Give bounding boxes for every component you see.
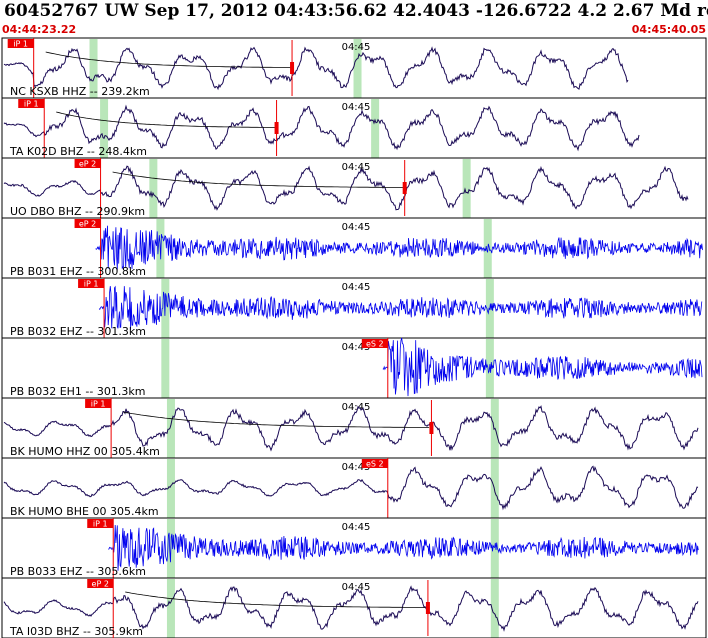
pick-label: iP 1 <box>84 280 99 289</box>
pick-flag <box>361 459 388 468</box>
window-end-time: 04:45:40.05 <box>632 23 706 36</box>
window-band <box>166 579 175 638</box>
station-label: TA I03D BHZ -- 305.9km <box>9 625 143 638</box>
pick-label: iP 1 <box>93 520 108 529</box>
station-label: BK HUMO HHZ 00 305.4km <box>10 445 160 458</box>
trace-panel: 04:45 iP 1 TA K02D BHZ -- 248.4km <box>1 97 707 159</box>
pick-flag <box>85 399 112 408</box>
trace-panel: 04:45 iP 1 PB B032 EHZ -- 301.3km <box>1 277 707 339</box>
trace-panel: 04:45 eP 2 TA I03D BHZ -- 305.9km <box>1 577 707 638</box>
waveform <box>108 524 699 571</box>
station-label: PB B032 EHZ -- 301.3km <box>10 325 146 338</box>
panel-frame <box>1 577 707 638</box>
window-band <box>462 159 471 218</box>
window-band <box>490 459 499 518</box>
window-band <box>149 159 158 218</box>
amplitude-decay-curve <box>112 171 404 188</box>
minute-tick-label: 04:45 <box>342 102 371 113</box>
pick-label: iP 1 <box>24 100 39 109</box>
trace-panel: 04:45 eP 2 UO DBO BHZ -- 290.9km <box>1 157 707 219</box>
waveform <box>382 337 703 397</box>
amplitude-decay-curve <box>123 411 430 428</box>
trace-panel: 04:45 eP 2 PB B031 EHZ -- 300.8km <box>1 217 707 279</box>
minute-tick-label: 04:45 <box>342 582 371 593</box>
station-label: PB B031 EHZ -- 300.8km <box>10 265 146 278</box>
waveform <box>3 405 699 452</box>
waveform <box>3 585 699 632</box>
amplitude-marker-box <box>274 122 279 134</box>
pick-label: eP 2 <box>79 220 96 229</box>
minute-tick-label: 04:45 <box>342 42 371 53</box>
minute-tick-label: 04:45 <box>342 342 371 353</box>
pick-flag <box>87 519 114 528</box>
minute-tick-label: 04:45 <box>342 222 371 233</box>
window-start-time: 04:44:23.22 <box>2 23 76 36</box>
window-band <box>100 99 109 158</box>
waveform <box>3 465 699 511</box>
amplitude-decay-curve <box>125 591 426 608</box>
amplitude-marker-box <box>429 422 434 434</box>
window-band <box>490 579 499 638</box>
pick-label: eP 2 <box>92 580 109 589</box>
waveform <box>3 46 629 91</box>
trace-panel: 04:45 iP 1 BK HUMO HHZ 00 305.4km <box>1 397 707 459</box>
waveform <box>3 104 640 152</box>
station-label: UO DBO BHZ -- 290.9km <box>10 205 145 218</box>
waveform <box>98 285 703 330</box>
amplitude-marker-box <box>425 602 430 614</box>
window-band <box>371 99 380 158</box>
station-label: NC KSXB HHZ -- 239.2km <box>10 85 150 98</box>
minute-tick-label: 04:45 <box>342 462 371 473</box>
pick-label: eS 2 <box>366 460 384 469</box>
pick-flag <box>7 39 34 48</box>
pick-flag <box>18 99 45 108</box>
window-band <box>89 39 98 98</box>
pick-label: iP 1 <box>91 400 106 409</box>
amplitude-decay-curve <box>56 111 276 128</box>
pick-label: eS 2 <box>366 340 384 349</box>
window-band <box>166 459 175 518</box>
pick-flag <box>361 339 388 348</box>
pick-flag <box>74 219 101 228</box>
event-title: 60452767 UW Sep 17, 2012 04:43:56.62 42.… <box>4 1 708 21</box>
window-band <box>166 399 175 458</box>
window-band <box>161 339 170 398</box>
amplitude-marker-box <box>402 182 407 194</box>
minute-tick-label: 04:45 <box>342 402 371 413</box>
minute-tick-label: 04:45 <box>342 282 371 293</box>
waveform <box>95 225 703 270</box>
minute-tick-label: 04:45 <box>342 162 371 173</box>
pick-flag <box>87 579 114 588</box>
amplitude-marker-box <box>290 62 295 74</box>
station-label: BK HUMO BHE 00 305.4km <box>10 505 159 518</box>
amplitude-decay-curve <box>45 51 292 68</box>
pick-flag <box>74 159 101 168</box>
station-label: PB B033 EHZ -- 305.6km <box>10 565 146 578</box>
pick-label: eP 2 <box>79 160 96 169</box>
window-band <box>490 519 499 578</box>
station-label: PB B032 EH1 -- 301.3km <box>10 385 145 398</box>
trace-panels: 04:45 iP 1 NC KSXB HHZ -- 239.2km 04:45 iP 1… <box>1 37 707 638</box>
station-label: TA K02D BHZ -- 248.4km <box>9 145 147 158</box>
window-band <box>353 39 362 98</box>
pick-flag <box>78 279 105 288</box>
trace-panel: 04:45 iP 1 PB B033 EHZ -- 305.6km <box>1 517 707 579</box>
trace-panel: 04:45 iP 1 NC KSXB HHZ -- 239.2km <box>1 37 707 99</box>
waveform <box>3 165 689 211</box>
minute-tick-label: 04:45 <box>342 522 371 533</box>
pick-label: iP 1 <box>13 40 28 49</box>
